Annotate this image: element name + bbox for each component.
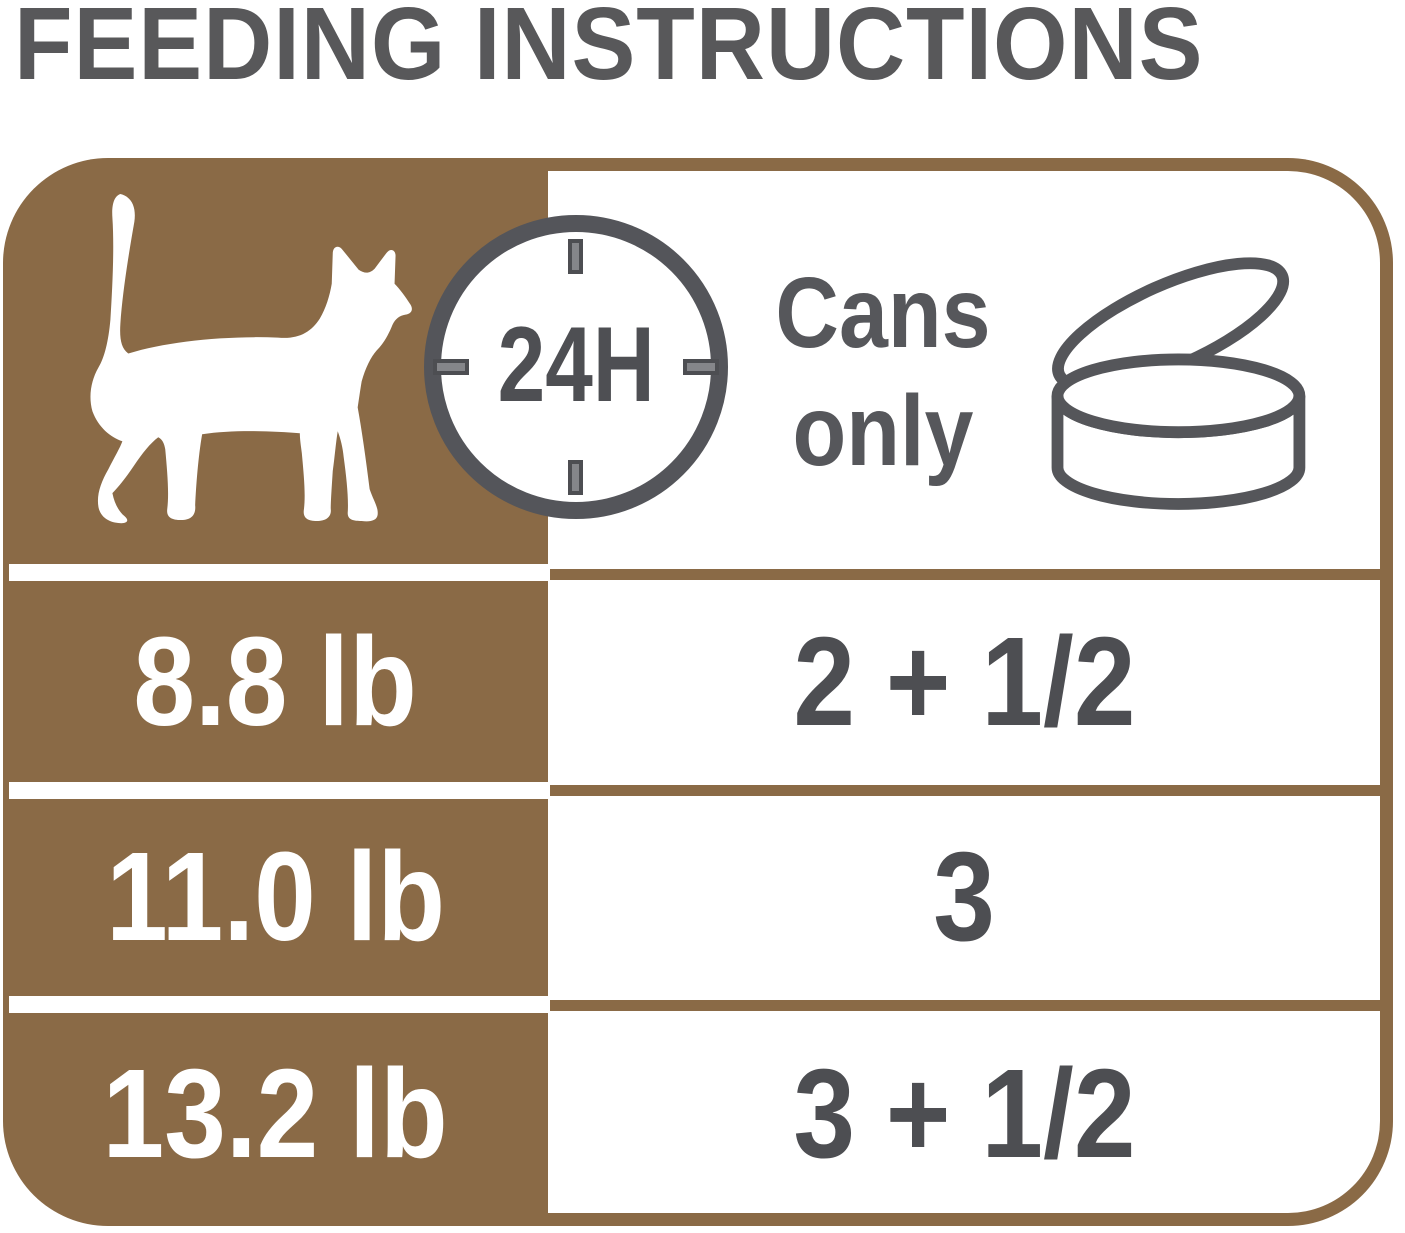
weight-cell-2: 11.0 lb bbox=[3, 797, 548, 996]
row-separator-left-3 bbox=[9, 996, 548, 1013]
cans-cell-2: 3 bbox=[548, 797, 1380, 996]
weight-cell-3: 13.2 lb bbox=[3, 1013, 548, 1213]
cans-only-line2: only bbox=[792, 375, 974, 487]
cans-cell-3: 3 + 1/2 bbox=[548, 1013, 1380, 1213]
cans-only-line1: Cans bbox=[775, 257, 991, 369]
clock-label: 24H bbox=[497, 303, 655, 424]
row-separator-left-2 bbox=[9, 782, 548, 799]
cans-only-label: Cans only bbox=[755, 254, 1010, 490]
row-separator-right-2 bbox=[550, 785, 1393, 796]
cans-3: 3 + 1/2 bbox=[792, 1042, 1136, 1184]
feeding-table: 24H Cans only 8.8 lb 2 + 1/2 11.0 lb 3 1… bbox=[3, 158, 1393, 1226]
cans-1: 2 + 1/2 bbox=[792, 611, 1136, 752]
cans-cell-1: 2 + 1/2 bbox=[548, 581, 1380, 782]
row-separator-right-1 bbox=[550, 569, 1393, 580]
weight-1: 8.8 lb bbox=[133, 611, 418, 752]
weight-2: 11.0 lb bbox=[105, 826, 446, 967]
clock-tick-12 bbox=[568, 239, 583, 274]
weight-3: 13.2 lb bbox=[102, 1042, 449, 1184]
open-can-icon bbox=[1028, 248, 1323, 520]
clock-tick-3 bbox=[683, 359, 720, 375]
row-separator-right-3 bbox=[550, 1000, 1393, 1011]
cat-icon bbox=[81, 192, 413, 526]
24h-clock-icon: 24H bbox=[424, 215, 728, 519]
row-separator-left-1 bbox=[9, 564, 548, 581]
clock-tick-6 bbox=[568, 460, 583, 495]
clock-tick-9 bbox=[432, 359, 469, 375]
weight-cell-1: 8.8 lb bbox=[3, 581, 548, 782]
page-title: FEEDING INSTRUCTIONS bbox=[14, 0, 1204, 101]
cans-2: 3 bbox=[933, 826, 995, 967]
